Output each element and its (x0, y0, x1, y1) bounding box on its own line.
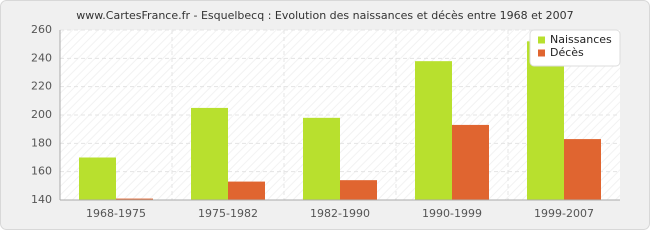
bar (79, 157, 116, 200)
legend-label: Naissances (550, 33, 612, 46)
y-tick-label: 160 (31, 165, 52, 178)
bar (303, 117, 340, 200)
y-tick-label: 180 (31, 136, 52, 149)
x-tick-label: 1990-1999 (422, 207, 482, 220)
bar (228, 181, 265, 200)
bar (415, 61, 452, 200)
page: www.CartesFrance.fr - Esquelbecq : Evolu… (0, 0, 650, 230)
bar (527, 41, 564, 201)
bar (564, 139, 601, 200)
bar (452, 124, 489, 200)
y-tick-label: 200 (31, 108, 52, 121)
x-tick-label: 1999-2007 (534, 207, 594, 220)
bar (191, 107, 228, 200)
legend-box (529, 29, 621, 67)
x-tick-label: 1968-1975 (86, 207, 146, 220)
legend-label: Décès (550, 46, 584, 59)
y-tick-label: 220 (31, 80, 52, 93)
y-tick-label: 260 (31, 23, 52, 36)
x-tick-label: 1982-1990 (310, 207, 370, 220)
bar (116, 198, 153, 200)
chart: www.CartesFrance.fr - Esquelbecq : Evolu… (0, 0, 650, 230)
legend-swatch (538, 49, 545, 57)
legend-swatch (538, 36, 545, 44)
x-tick-label: 1975-1982 (198, 207, 258, 220)
bar (340, 180, 377, 200)
y-tick-label: 140 (31, 193, 52, 206)
chart-title: www.CartesFrance.fr - Esquelbecq : Evolu… (76, 9, 573, 22)
y-tick-label: 240 (31, 51, 52, 64)
